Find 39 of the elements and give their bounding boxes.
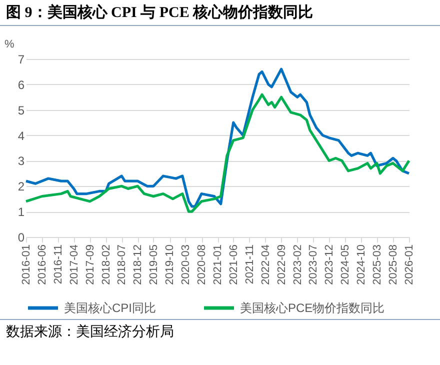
y-tick-label: 2 bbox=[18, 180, 25, 194]
x-tick-label: 2024-05 bbox=[340, 244, 352, 285]
y-tick-label: 1 bbox=[18, 205, 25, 220]
y-tick-label: 7 bbox=[18, 52, 25, 66]
legend-label: 美国核心PCE物价指数同比 bbox=[240, 301, 385, 315]
x-tick-label: 2020-08 bbox=[196, 244, 208, 285]
x-tick-label: 2016-06 bbox=[36, 244, 48, 285]
source-note: 数据来源：美国经济分析局 bbox=[0, 319, 440, 344]
x-tick-label: 2018-12 bbox=[132, 244, 144, 285]
y-tick-label: 0 bbox=[18, 230, 25, 244]
x-tick-label: 2026-01 bbox=[404, 244, 416, 285]
y-tick-label: 6 bbox=[18, 78, 25, 92]
x-tick-label: 2018-07 bbox=[116, 244, 128, 285]
x-tick-label: 2021-06 bbox=[228, 244, 240, 285]
y-tick-label: 3 bbox=[18, 154, 25, 168]
y-tick-label: 4 bbox=[18, 128, 25, 143]
x-tick-label: 2021-01 bbox=[212, 244, 224, 285]
x-tick-label: 2018-02 bbox=[100, 244, 112, 285]
x-tick-label: 2020-03 bbox=[180, 244, 192, 285]
y-axis-title: % bbox=[4, 38, 14, 50]
y-tick-label: 5 bbox=[18, 103, 25, 118]
x-tick-label: 2017-04 bbox=[68, 244, 80, 285]
x-tick-label: 2017-09 bbox=[84, 244, 96, 285]
line-series bbox=[24, 93, 410, 213]
x-tick-label: 2021-11 bbox=[244, 244, 256, 284]
x-tick-label: 2023-07 bbox=[308, 244, 320, 285]
x-tick-label: 2019-05 bbox=[148, 244, 160, 285]
chart-title: 图 9：美国核心 CPI 与 PCE 核心物价指数同比 bbox=[0, 0, 440, 26]
x-tick-label: 2024-10 bbox=[356, 244, 368, 285]
x-tick-label: 2019-10 bbox=[164, 244, 176, 285]
x-tick-label: 2022-04 bbox=[260, 244, 272, 285]
x-tick-label: 2023-02 bbox=[292, 244, 304, 285]
x-tick-label: 2025-03 bbox=[371, 244, 384, 285]
legend-label: 美国核心CPI同比 bbox=[64, 301, 156, 315]
x-tick-label: 2022-09 bbox=[276, 244, 288, 285]
x-tick-label: 2016-01 bbox=[20, 244, 32, 285]
x-tick-label: 2025-08 bbox=[387, 244, 400, 285]
x-tick-label: 2016-11 bbox=[52, 244, 64, 284]
x-tick-label: 2023-12 bbox=[324, 244, 336, 285]
